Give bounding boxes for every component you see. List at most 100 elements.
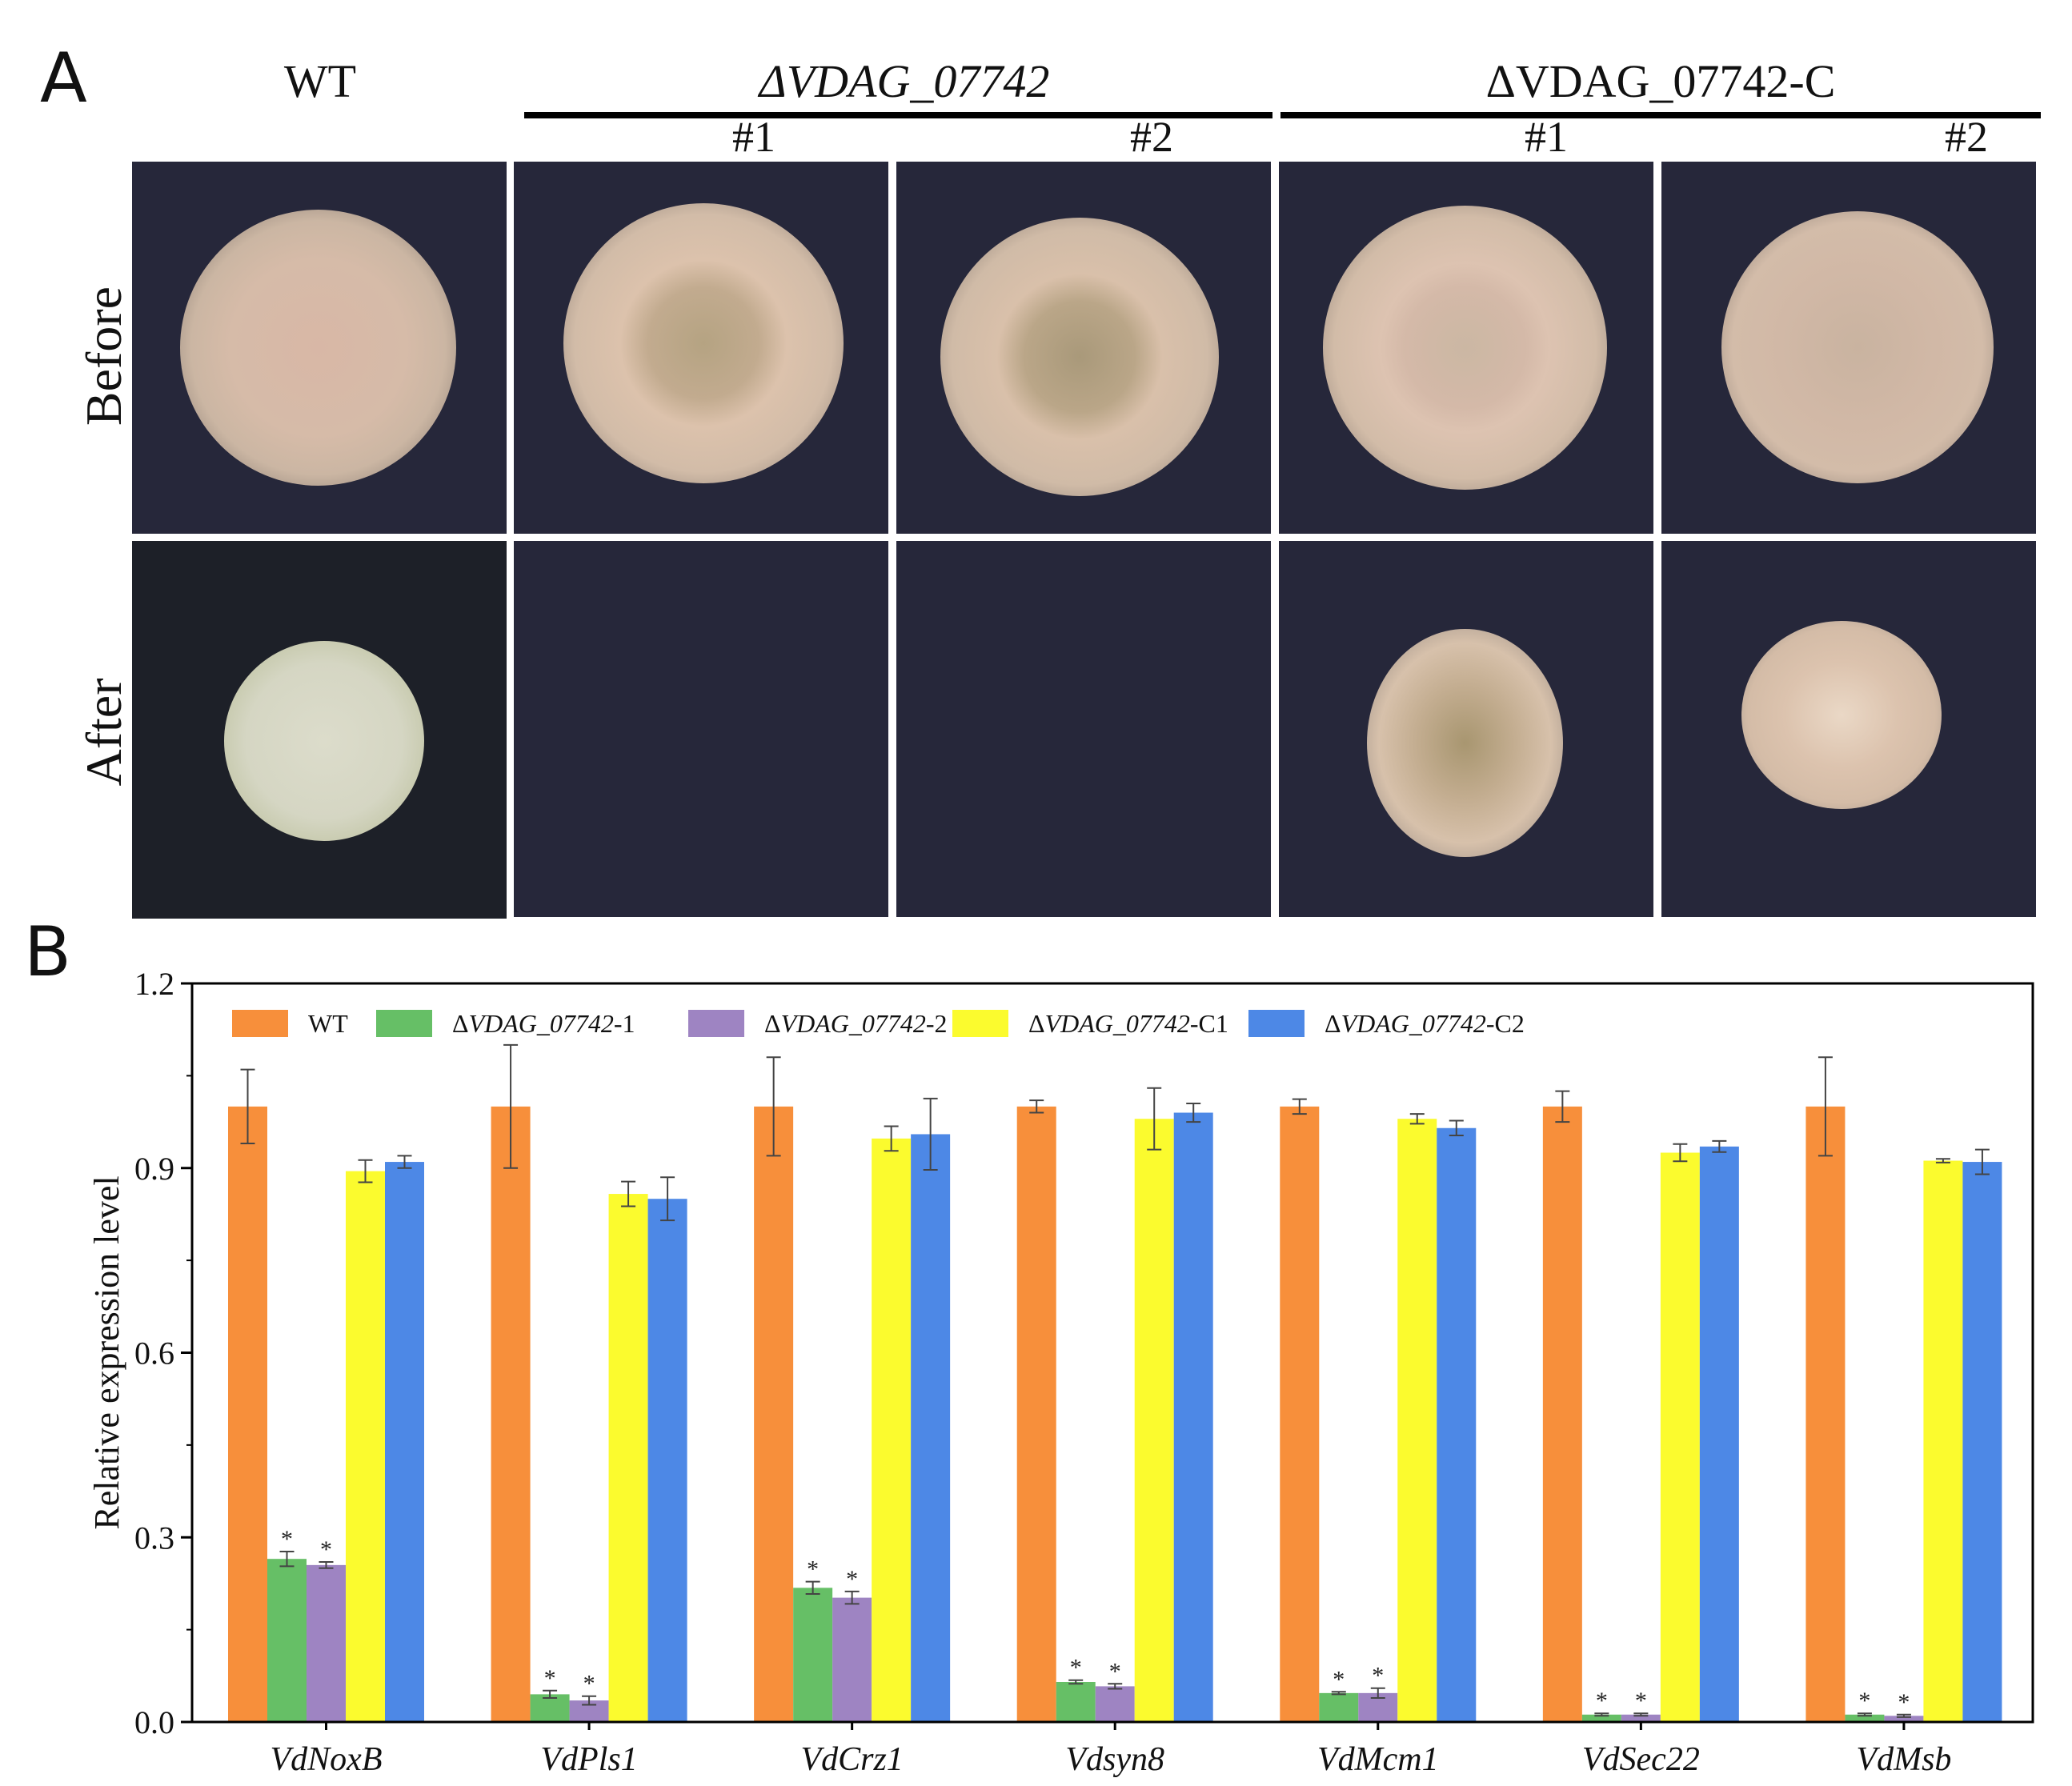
bar [346,1171,385,1722]
photo-wt-before [132,162,507,534]
y-tick-label: 1.2 [134,970,174,1002]
significance-mark: * [1070,1655,1082,1681]
bar [1134,1119,1174,1722]
bar [1884,1716,1924,1722]
legend-swatch [376,1010,432,1037]
bar [1016,1106,1056,1722]
bar [1962,1162,2002,1722]
bar [1056,1682,1096,1722]
legend-swatch [1248,1010,1305,1037]
bar [385,1162,424,1722]
bar [793,1588,833,1722]
significance-mark: * [1898,1689,1910,1716]
comp-rep1-label: #1 [1525,113,1568,161]
bar [1923,1160,1963,1722]
comp-rep2-label: #2 [1945,113,1988,161]
bar [1845,1714,1885,1722]
legend-swatch [688,1010,744,1037]
colony-wt-after [224,641,424,841]
bar [911,1134,951,1722]
x-tick-label: VdMsb [1856,1741,1951,1778]
bar [1437,1127,1477,1722]
bar [608,1194,648,1722]
bar [872,1138,912,1722]
bar [228,1106,267,1722]
panel-a-letter: A [40,38,87,118]
legend-label: ΔVDAG_07742-1 [452,1009,635,1038]
y-tick-label: 0.6 [134,1335,174,1372]
panel-b-letter: B [24,912,71,992]
bar [1542,1106,1582,1722]
x-tick-label: VdNoxB [271,1741,383,1778]
legend-swatch [232,1010,288,1037]
significance-mark: * [1372,1663,1384,1689]
bar [491,1106,531,1722]
colony-mutant2-before [940,218,1219,496]
bar-chart: * * * * * * * * * * * * * * 0.0 0.3 0.6 0.9 1.2 Relative e… [87,970,2034,1778]
photo-comp1-after [1279,541,1653,917]
significance-mark: * [544,1665,556,1692]
bar [754,1106,794,1722]
legend-swatch [952,1010,1008,1037]
bar [1660,1152,1700,1722]
photo-mutant1-before [514,162,888,534]
significance-mark: * [281,1526,293,1552]
legend-label: ΔVDAG_07742-C2 [1325,1009,1525,1038]
legend-label: ΔVDAG_07742-C1 [1028,1009,1228,1038]
bar [647,1199,687,1722]
significance-mark: * [1109,1658,1121,1684]
column-group-mutant: ΔVDAG_07742 [759,55,1050,107]
y-axis-label: Relative expression level [87,1175,126,1529]
bars-layer: * * * * * * * * * * * * * * [228,1043,2002,1722]
bar [1280,1106,1320,1722]
photo-mutant1-after [514,541,888,917]
row-label-after: After [75,678,132,787]
bar [1173,1112,1213,1722]
colony-comp2-before [1721,211,1994,483]
significance-mark: * [583,1671,595,1697]
photo-mutant2-before [896,162,1271,534]
row-label-before: Before [75,286,132,426]
legend-label: WT [308,1009,348,1038]
x-tick-label: Vdsyn8 [1065,1741,1164,1778]
bar [530,1694,570,1722]
bar [1581,1714,1621,1722]
y-tick-label: 0.0 [134,1704,174,1740]
colony-comp1-after [1367,629,1563,857]
plot-frame [190,982,2034,1724]
legend-label: ΔVDAG_07742-2 [764,1009,948,1038]
colony-mutant1-before [563,203,844,483]
bar [1621,1714,1661,1722]
significance-mark: * [846,1566,858,1592]
mutant-rep1-label: #1 [732,113,775,161]
colony-comp2-after [1741,621,1942,809]
significance-mark: * [1596,1688,1608,1714]
legend-layer: WT ΔVDAG_07742-1 ΔVDAG_07742-2 ΔVDAG_07742-… [232,1009,1525,1038]
column-label-wt: WT [283,55,357,107]
axes-layer: 0.0 0.3 0.6 0.9 1.2 Relative expression level… [87,970,2034,1778]
x-tick-label: VdPls1 [540,1741,637,1778]
bar [267,1559,307,1722]
significance-mark: * [320,1536,332,1563]
y-tick-label: 0.9 [134,1151,174,1187]
photo-mutant2-after [896,541,1271,917]
mutant-group-rule [524,112,1272,118]
photo-comp2-after [1661,541,2036,917]
significance-mark: * [1333,1666,1345,1692]
mutant-rep2-label: #2 [1130,113,1173,161]
bar [1397,1119,1437,1722]
x-tick-label: VdSec22 [1582,1741,1700,1778]
photo-comp1-before [1279,162,1653,534]
bar [307,1564,346,1722]
x-tick-label: VdCrz1 [800,1741,903,1778]
photo-wt-after [132,541,507,919]
significance-mark: * [1858,1688,1870,1714]
colony-wt-before [180,210,456,486]
bar [1699,1146,1739,1722]
y-tick-label: 0.3 [134,1520,174,1556]
complemented-group-rule [1280,112,2041,118]
bar [1319,1692,1359,1722]
photo-comp2-before [1661,162,2036,534]
x-tick-label: VdMcm1 [1317,1741,1439,1778]
bar [1095,1686,1135,1722]
